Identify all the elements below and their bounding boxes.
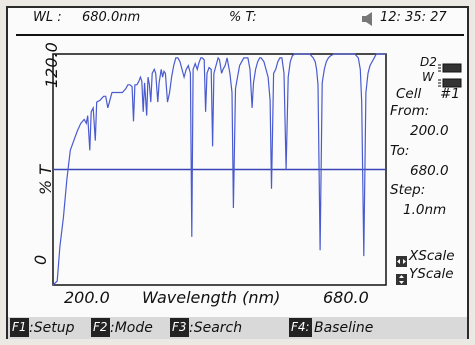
f1-key[interactable]: F1 xyxy=(10,318,29,337)
step-label: Step: xyxy=(390,182,426,198)
xscale-arrows-icon[interactable] xyxy=(396,252,407,267)
wl-label: WL : xyxy=(33,10,62,25)
from-label: From: xyxy=(390,103,430,119)
t-label: % T: xyxy=(229,10,257,25)
x-right-tick: 680.0 xyxy=(323,288,369,307)
f4-baseline-label[interactable]: Baseline xyxy=(314,320,374,336)
speaker-icon xyxy=(362,11,376,26)
f3-search-label[interactable]: :Search xyxy=(189,320,243,336)
to-value: 680.0 xyxy=(410,163,449,179)
yscale-arrows-icon[interactable] xyxy=(396,270,407,285)
y-top-tick: 120.0 xyxy=(42,42,61,88)
yscale-label[interactable]: YScale xyxy=(409,266,454,282)
header-divider xyxy=(16,34,464,36)
x-axis-label: Wavelength (nm) xyxy=(142,288,281,307)
function-key-bar: F1 :Setup F2 :Mode F3 :Search F4: Baseli… xyxy=(8,317,467,339)
x-left-tick: 200.0 xyxy=(64,288,110,307)
f2-key[interactable]: F2 xyxy=(91,318,110,337)
transmittance-trace xyxy=(52,53,386,286)
lamp-w-label: W xyxy=(422,70,434,84)
f3-key[interactable]: F3 xyxy=(170,318,189,337)
step-value: 1.0nm xyxy=(403,202,447,218)
to-label: To: xyxy=(390,143,410,159)
lamp-d2-indicator-icon xyxy=(438,58,462,73)
f2-mode-label[interactable]: :Mode xyxy=(110,320,153,336)
lamp-d2-label: D2 xyxy=(420,55,437,69)
cell-label: Cell xyxy=(396,86,422,102)
f1-setup-label[interactable]: :Setup xyxy=(29,320,75,336)
from-value: 200.0 xyxy=(410,123,449,139)
f4-key[interactable]: F4: xyxy=(289,318,312,337)
xscale-label[interactable]: XScale xyxy=(409,248,455,264)
cell-value: #1 xyxy=(440,86,460,102)
y-axis-label: % T xyxy=(36,164,55,195)
lamp-w-indicator-icon xyxy=(438,73,462,88)
y-bottom-tick: 0 xyxy=(31,254,50,265)
clock-time: 12: 35: 27 xyxy=(380,10,447,25)
wl-value: 680.0nm xyxy=(82,10,141,25)
lcd-screen xyxy=(6,6,469,339)
